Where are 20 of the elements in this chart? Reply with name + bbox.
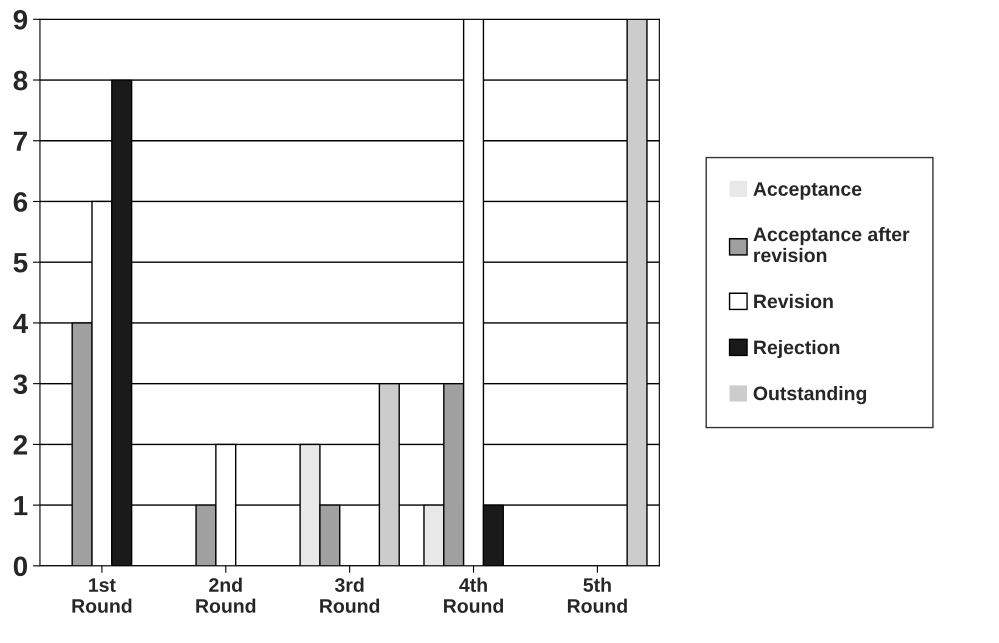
- y-tick-label: 0: [14, 556, 28, 576]
- y-tick-label: 9: [14, 10, 28, 30]
- legend-label: Rejection: [754, 340, 840, 358]
- x-tick-label: 3rd Round: [320, 578, 380, 613]
- legend-label: Revision: [754, 294, 833, 308]
- legend-label: Acceptance: [753, 182, 862, 200]
- x-tick-label: 1st Round: [72, 578, 132, 613]
- x-tick-label: 2nd Round: [196, 578, 256, 613]
- y-tick-label: 2: [14, 435, 28, 454]
- y-tick-label: 6: [14, 192, 28, 212]
- y-tick-label: 1: [14, 496, 28, 516]
- y-tick-label: 5: [14, 253, 28, 273]
- y-tick-label: 8: [14, 70, 28, 90]
- legend-label: Acceptance after revision: [753, 226, 910, 262]
- x-tick-label: 5th Round: [568, 578, 627, 613]
- y-tick-label: 7: [14, 132, 27, 151]
- y-tick-label: 3: [13, 374, 28, 394]
- legend-label: Outstanding: [754, 386, 866, 404]
- y-tick-label: 4: [13, 314, 28, 333]
- x-tick-label: 4th Round: [444, 578, 504, 613]
